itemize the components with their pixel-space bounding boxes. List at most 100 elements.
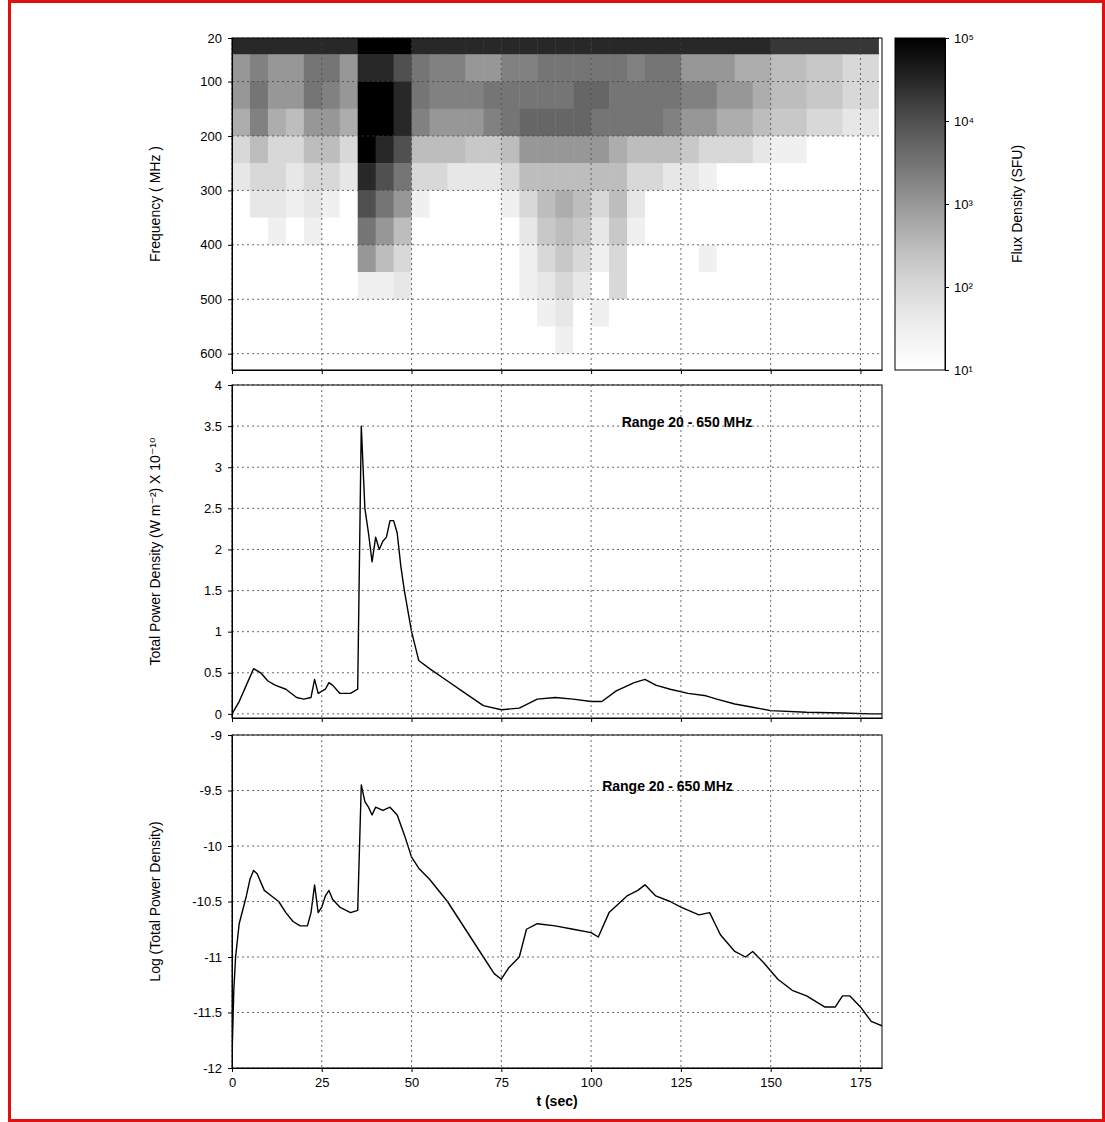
heatmap-cell	[717, 326, 735, 354]
heatmap-cell	[465, 38, 483, 55]
heatmap-cell	[376, 245, 394, 273]
heatmap-cell	[232, 82, 250, 110]
heatmap-cell	[825, 272, 843, 300]
heatmap-cell	[483, 190, 501, 218]
heatmap-cell	[860, 190, 878, 218]
heatmap-cell	[304, 326, 322, 354]
heatmap-cell	[412, 326, 430, 354]
colorbar-tick: 10²	[945, 280, 973, 295]
heatmap-cell	[394, 245, 412, 273]
heatmap-cell	[519, 163, 537, 191]
heatmap-cell	[645, 54, 663, 82]
heatmap-cell	[717, 82, 735, 110]
heatmap-cell	[645, 163, 663, 191]
heatmap-cell	[447, 82, 465, 110]
x-tick	[232, 370, 233, 374]
heatmap-cell	[447, 218, 465, 246]
heatmap-cell	[322, 163, 340, 191]
heatmap-cell	[860, 245, 878, 273]
grid-line-x	[411, 38, 412, 370]
heatmap-cell	[573, 136, 591, 164]
y-tick: -10	[203, 839, 232, 854]
heatmap-cell	[465, 136, 483, 164]
y-axis-line	[232, 736, 233, 1069]
heatmap-cell	[322, 54, 340, 82]
heatmap-cell	[717, 136, 735, 164]
heatmap-cell	[268, 218, 286, 246]
heatmap-cell	[483, 163, 501, 191]
heatmap-cell	[250, 190, 268, 218]
heatmap-cell	[807, 354, 825, 370]
heatmap-cell	[232, 190, 250, 218]
y-tick: 600	[200, 346, 232, 361]
heatmap-cell	[609, 354, 627, 370]
heatmap-cell	[645, 218, 663, 246]
plot-frame	[232, 38, 882, 370]
x-tick-mark	[771, 1068, 772, 1072]
heatmap-cell	[717, 54, 735, 82]
y-axis-line	[232, 386, 233, 719]
panel-1: 00.511.522.533.54Total Power Density (W …	[147, 378, 883, 722]
x-tick: 125	[671, 1068, 693, 1090]
x-tick: 25	[315, 1068, 329, 1090]
panel-0: 20100200300400500600Frequency ( MHz )10¹…	[147, 31, 1025, 378]
heatmap-cell	[771, 245, 789, 273]
heatmap-cell	[232, 245, 250, 273]
heatmap-cell	[699, 326, 717, 354]
heatmap-cell	[519, 245, 537, 273]
heatmap-cell	[322, 136, 340, 164]
heatmap-cell	[663, 245, 681, 273]
plot-background	[232, 385, 882, 718]
heatmap-cell	[340, 218, 358, 246]
heatmap-cell	[430, 190, 448, 218]
y-tick-mark	[228, 714, 232, 715]
heatmap-cell	[627, 326, 645, 354]
heatmap-cell	[501, 354, 519, 370]
heatmap-cell	[663, 299, 681, 327]
heatmap-cell	[663, 163, 681, 191]
heatmap-cell	[807, 272, 825, 300]
heatmap-cell	[286, 163, 304, 191]
heatmap-cell	[663, 109, 681, 137]
x-tick	[860, 370, 861, 374]
heatmap-cell	[394, 163, 412, 191]
heatmap-cell	[627, 163, 645, 191]
heatmap-cell	[376, 354, 394, 370]
heatmap-cell	[394, 299, 412, 327]
heatmap-cell	[681, 272, 699, 300]
heatmap-cell	[735, 136, 753, 164]
heatmap-cell	[789, 109, 807, 137]
y-axis: -12-11.5-11-10.5-10-9.5-9	[192, 728, 232, 1076]
heatmap-cell	[286, 218, 304, 246]
heatmap-cell	[394, 190, 412, 218]
heatmap-cell	[465, 163, 483, 191]
heatmap-cell	[591, 38, 609, 55]
heatmap-cell	[358, 163, 376, 191]
grid-line-x	[680, 385, 681, 718]
heatmap-cell	[771, 190, 789, 218]
heatmap-cell	[609, 163, 627, 191]
heatmap-cell	[304, 82, 322, 110]
x-tick-mark	[591, 1068, 592, 1072]
colorbar-tick-mark	[945, 204, 949, 205]
heatmap-cell	[376, 38, 394, 55]
heatmap-cell	[501, 272, 519, 300]
heatmap-cell	[340, 136, 358, 164]
grid-line-x	[591, 385, 592, 718]
heatmap-cell	[555, 218, 573, 246]
y-tick-mark	[228, 846, 232, 847]
heatmap-cell	[376, 299, 394, 327]
heatmap-cell	[537, 136, 555, 164]
y-tick: 3.5	[204, 419, 232, 434]
annotation: Range 20 - 650 MHz	[602, 778, 733, 794]
x-tick-label: 50	[405, 1075, 419, 1090]
heatmap-cell	[537, 109, 555, 137]
heatmap-cell	[699, 38, 717, 55]
heatmap-cell	[340, 190, 358, 218]
heatmap-cell	[717, 38, 735, 55]
heatmap-cell	[699, 190, 717, 218]
y-tick-label: -9	[210, 728, 222, 743]
heatmap-cell	[771, 38, 789, 55]
x-tick-mark	[771, 370, 772, 374]
y-tick: 100	[200, 74, 232, 89]
